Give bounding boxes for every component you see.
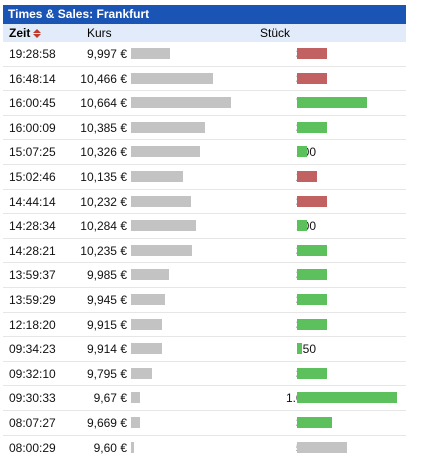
trade-time: 09:30:33 xyxy=(9,391,56,405)
column-header-time[interactable]: Zeit xyxy=(9,26,41,40)
volume-bar xyxy=(297,196,327,207)
widget-title: Times & Sales: Frankfurt xyxy=(3,5,406,24)
volume-bar xyxy=(297,417,332,428)
trade-price: 9,997 € xyxy=(87,47,127,61)
volume-bar xyxy=(297,294,327,305)
price-bar xyxy=(131,392,140,403)
sort-toggle-icon[interactable] xyxy=(33,29,41,38)
trade-row: 08:07:279,669 €350 xyxy=(3,411,406,436)
price-bar xyxy=(131,97,231,108)
trade-time: 08:00:29 xyxy=(9,441,56,455)
volume-bar xyxy=(297,171,317,182)
price-bar xyxy=(131,73,213,84)
price-bar xyxy=(131,220,196,231)
times-and-sales-widget: Times & Sales: Frankfurt Zeit Kurs Stück… xyxy=(3,5,406,459)
price-bar xyxy=(131,442,134,453)
trade-price: 9,669 € xyxy=(87,416,127,430)
trade-price: 10,284 € xyxy=(80,219,127,233)
price-bar xyxy=(131,196,191,207)
trade-row: 08:00:299,60 €500 xyxy=(3,436,406,459)
trade-row: 13:59:379,985 €300 xyxy=(3,263,406,288)
trade-price: 9,915 € xyxy=(87,318,127,332)
column-header-price: Kurs xyxy=(87,26,112,40)
price-bar xyxy=(131,146,200,157)
price-bar xyxy=(131,245,192,256)
volume-bar xyxy=(297,245,327,256)
trade-price: 9,985 € xyxy=(87,268,127,282)
volume-bar xyxy=(297,220,307,231)
trade-time: 13:59:29 xyxy=(9,293,56,307)
trade-time: 14:28:21 xyxy=(9,244,56,258)
volume-bar xyxy=(297,97,367,108)
trade-price: 10,385 € xyxy=(80,121,127,135)
trade-price: 10,466 € xyxy=(80,72,127,86)
trade-row: 09:34:23 9,914 € 50 xyxy=(3,337,406,362)
trade-time: 09:34:23 xyxy=(9,342,56,356)
trade-time: 16:48:14 xyxy=(9,72,56,86)
trade-quantity: 50 xyxy=(303,342,316,356)
column-header-row: Zeit Kurs Stück xyxy=(3,24,406,42)
trade-time: 14:44:14 xyxy=(9,195,56,209)
trade-price: 9,67 € xyxy=(94,391,127,405)
price-bar xyxy=(131,269,169,280)
trade-time: 09:32:10 xyxy=(9,367,56,381)
trade-row: 12:18:209,915 €300 xyxy=(3,313,406,338)
trade-time: 16:00:09 xyxy=(9,121,56,135)
volume-bar xyxy=(297,392,397,403)
price-bar xyxy=(131,319,162,330)
volume-bar xyxy=(297,48,327,59)
price-bar xyxy=(131,294,165,305)
volume-bar xyxy=(297,343,302,354)
price-bar xyxy=(131,171,183,182)
price-bar xyxy=(131,368,152,379)
trade-time: 13:59:37 xyxy=(9,268,56,282)
trade-time: 08:07:27 xyxy=(9,416,56,430)
volume-bar xyxy=(297,368,327,379)
price-bar xyxy=(131,343,162,354)
trade-time: 12:18:20 xyxy=(9,318,56,332)
trade-price: 10,232 € xyxy=(80,195,127,209)
price-bar xyxy=(131,48,170,59)
trade-row: 09:32:109,795 €300 xyxy=(3,362,406,387)
column-header-time-label: Zeit xyxy=(9,26,30,40)
volume-bar xyxy=(297,146,307,157)
volume-bar xyxy=(297,269,327,280)
volume-bar xyxy=(297,319,327,330)
trade-time: 16:00:45 xyxy=(9,96,56,110)
price-bar xyxy=(131,417,140,428)
column-header-quantity: Stück xyxy=(260,26,290,40)
trade-price: 10,664 € xyxy=(80,96,127,110)
trade-time: 15:07:25 xyxy=(9,145,56,159)
trade-price: 9,945 € xyxy=(87,293,127,307)
trade-price: 9,914 € xyxy=(87,342,127,356)
trade-price: 9,60 € xyxy=(94,441,127,455)
price-bar xyxy=(131,122,205,133)
trade-time: 15:02:46 xyxy=(9,170,56,184)
trade-row: 13:59:299,945 €300 xyxy=(3,288,406,313)
trade-price: 10,326 € xyxy=(80,145,127,159)
volume-bar xyxy=(297,442,347,453)
volume-bar xyxy=(297,122,327,133)
trade-price: 9,795 € xyxy=(87,367,127,381)
trade-row: 09:30:339,67 €1.000 xyxy=(3,386,406,411)
trade-time: 19:28:58 xyxy=(9,47,56,61)
trade-price: 10,235 € xyxy=(80,244,127,258)
trade-time: 14:28:34 xyxy=(9,219,56,233)
trade-row: 19:28:589,997 €300 xyxy=(3,42,406,67)
trade-price: 10,135 € xyxy=(80,170,127,184)
volume-bar xyxy=(297,73,327,84)
